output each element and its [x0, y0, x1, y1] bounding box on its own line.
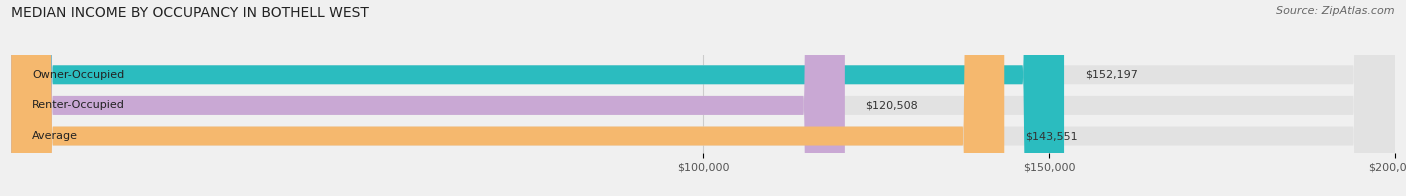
FancyBboxPatch shape: [11, 0, 1395, 196]
Text: $152,197: $152,197: [1085, 70, 1137, 80]
Text: MEDIAN INCOME BY OCCUPANCY IN BOTHELL WEST: MEDIAN INCOME BY OCCUPANCY IN BOTHELL WE…: [11, 6, 370, 20]
Text: $143,551: $143,551: [1025, 131, 1077, 141]
Text: Average: Average: [32, 131, 77, 141]
FancyBboxPatch shape: [11, 0, 1395, 196]
Text: Owner-Occupied: Owner-Occupied: [32, 70, 124, 80]
Text: $120,508: $120,508: [866, 100, 918, 110]
FancyBboxPatch shape: [11, 0, 845, 196]
FancyBboxPatch shape: [11, 0, 1064, 196]
FancyBboxPatch shape: [11, 0, 1004, 196]
Text: Renter-Occupied: Renter-Occupied: [32, 100, 125, 110]
Text: Source: ZipAtlas.com: Source: ZipAtlas.com: [1277, 6, 1395, 16]
FancyBboxPatch shape: [11, 0, 1395, 196]
